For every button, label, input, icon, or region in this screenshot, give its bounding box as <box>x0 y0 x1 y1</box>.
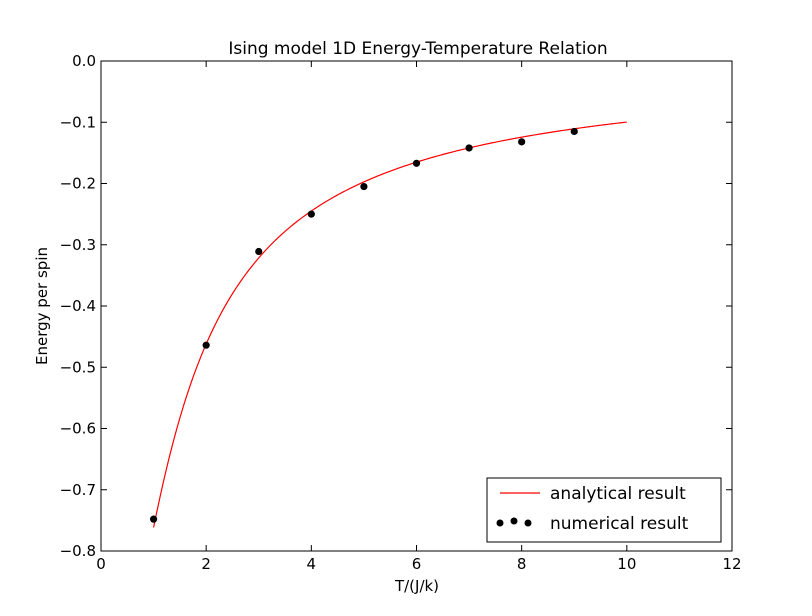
y-tick-label: −0.3 <box>60 236 96 254</box>
y-tick-label: −0.5 <box>60 358 96 376</box>
x-tick-label: 12 <box>722 555 741 573</box>
y-tick-label: −0.6 <box>60 420 96 438</box>
numerical-result-point <box>202 341 210 349</box>
x-tick-label: 8 <box>517 555 527 573</box>
y-tick-label: −0.2 <box>60 175 96 193</box>
y-tick-label: −0.4 <box>60 297 96 315</box>
x-tick-label: 6 <box>412 555 422 573</box>
y-tick-label: 0.0 <box>72 52 96 70</box>
numerical-result-point <box>518 138 526 146</box>
numerical-result-point <box>570 127 578 136</box>
chart-title: Ising model 1D Energy-Temperature Relati… <box>228 39 607 59</box>
plot-area <box>149 121 627 528</box>
legend-numerical-marker <box>496 519 504 527</box>
x-tick-label: 2 <box>201 555 211 573</box>
x-axis-label: T/(J/k) <box>394 577 439 595</box>
y-axis-label: Energy per spin <box>33 247 51 365</box>
legend-numerical-label: numerical result <box>550 514 689 534</box>
numerical-result-point <box>412 159 421 167</box>
y-tick-label: −0.7 <box>60 481 96 499</box>
analytical-result-line <box>152 121 627 528</box>
numerical-result-point <box>255 247 263 256</box>
numerical-result-point <box>307 210 315 218</box>
y-tick-label: −0.1 <box>60 113 96 131</box>
numerical-result-point <box>360 182 368 191</box>
legend-box <box>486 477 722 543</box>
numerical-result-point <box>465 144 473 152</box>
legend-numerical-marker <box>510 517 518 525</box>
legend-numerical-marker <box>524 519 532 527</box>
legend: analytical result numerical result <box>486 477 722 543</box>
y-tick-label: −0.8 <box>60 542 96 560</box>
numerical-result-point <box>149 515 158 523</box>
legend-analytical-label: analytical result <box>550 484 686 504</box>
x-tick-label: 4 <box>307 555 317 573</box>
x-tick-label: 10 <box>617 555 636 573</box>
axes-frame <box>100 60 733 552</box>
x-tick-label: 0 <box>96 555 106 573</box>
